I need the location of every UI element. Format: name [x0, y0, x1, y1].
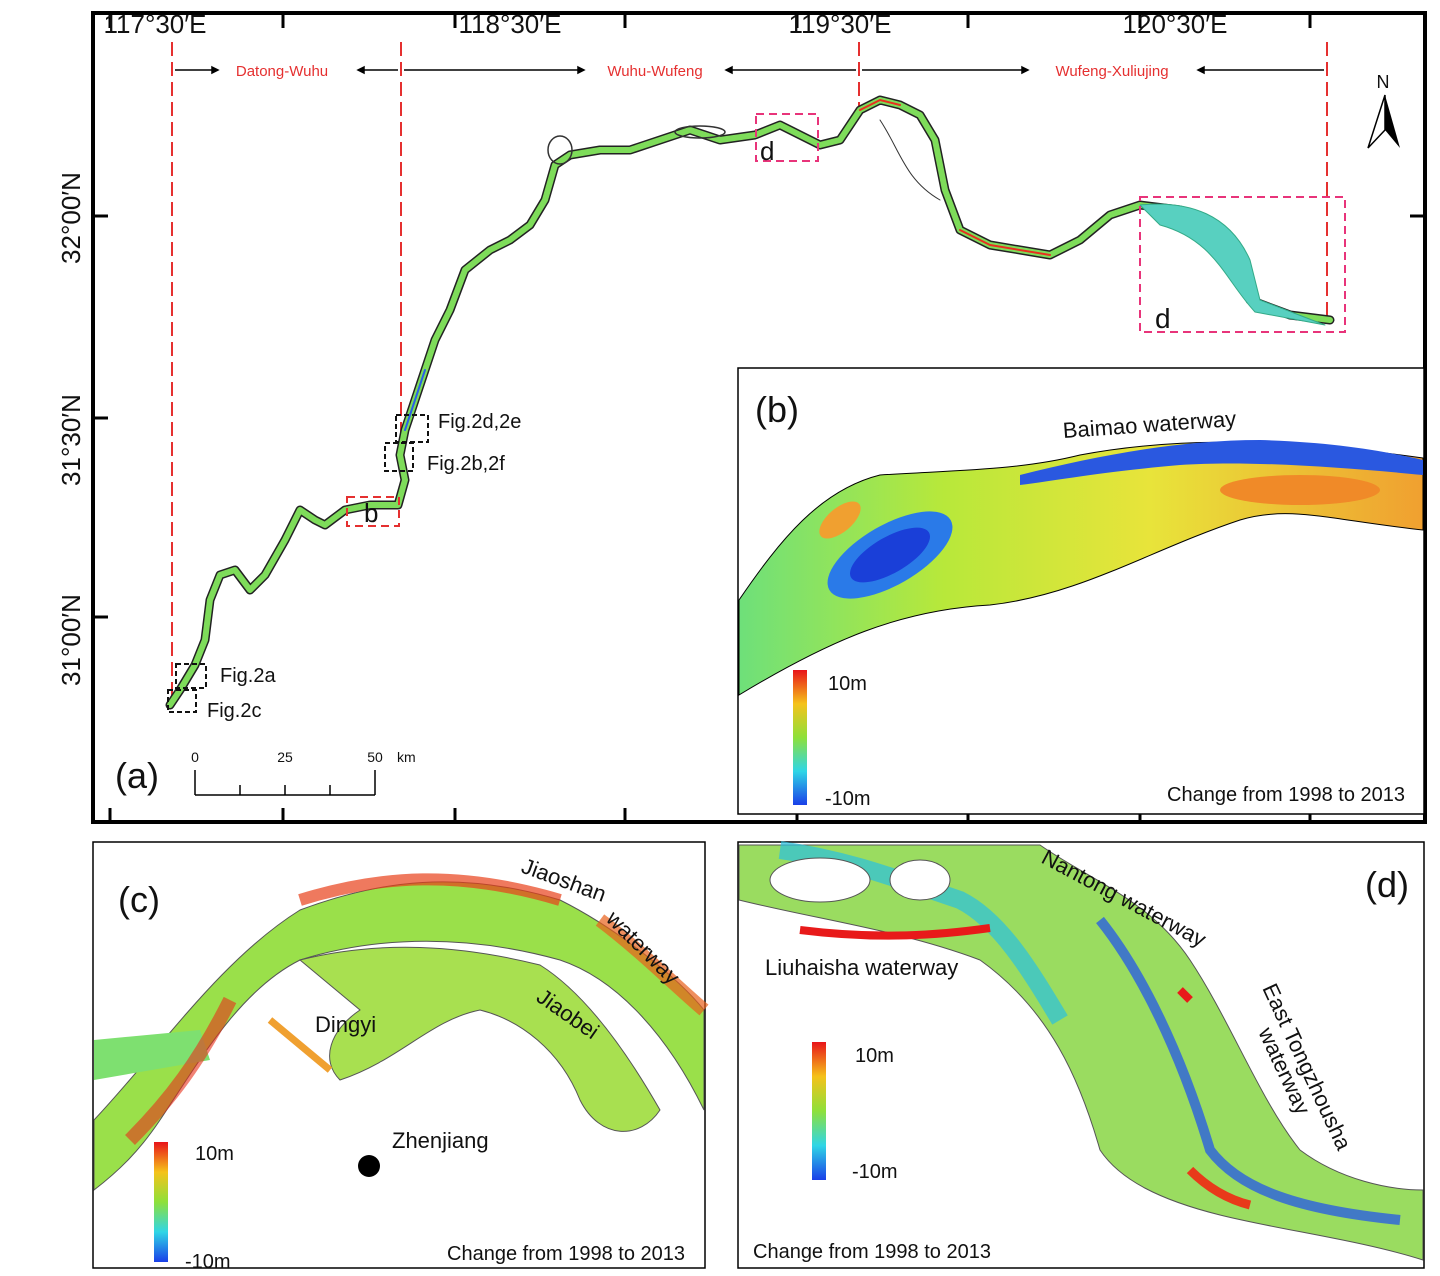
lat-label: 31°00′N [56, 594, 86, 686]
north-arrow-icon [1367, 94, 1400, 149]
figure-ref: Fig.2a [220, 665, 276, 687]
legend-min: -10m [852, 1161, 898, 1183]
legend-max: 10m [195, 1143, 234, 1165]
colorbar [812, 1042, 826, 1180]
river [165, 95, 1335, 710]
panel-d: Nantong waterway Liuhaisha waterway East… [737, 841, 1425, 1269]
figure-ref: Fig.2d,2e [438, 411, 521, 433]
lon-label: 120°30′E [1123, 9, 1228, 39]
scale-tick: 50 [367, 749, 383, 765]
lon-label: 118°30′E [459, 9, 562, 39]
panel-a: 117°30′E 118°30′E 119°30′E 120°30′E 32°0… [56, 9, 1427, 824]
legend-max: 10m [855, 1045, 894, 1067]
figure-ref: Fig.2b,2f [427, 453, 505, 475]
reach-label: Wuhu-Wufeng [607, 63, 702, 80]
lat-label: 32°00′N [56, 172, 86, 264]
scale-tick: 25 [277, 749, 293, 765]
inset-box-label: b [364, 498, 378, 528]
scale-tick: 0 [191, 749, 199, 765]
lon-label: 117°30′E [104, 9, 207, 39]
colorbar [793, 670, 807, 805]
lon-label: 119°30′E [789, 9, 892, 39]
inset-box-label: d [760, 136, 774, 166]
place-label: Zhenjiang [392, 1128, 489, 1153]
scale-bar [194, 770, 376, 796]
legend-max: 10m [828, 673, 867, 695]
caption: Change from 1998 to 2013 [753, 1241, 991, 1263]
reach-label: Wufeng-Xuliujing [1055, 63, 1168, 80]
reach-arrows [175, 65, 1324, 75]
caption: Change from 1998 to 2013 [447, 1243, 685, 1265]
north-label: N [1377, 72, 1390, 92]
city-marker [358, 1155, 380, 1177]
place-label: Liuhaisha waterway [765, 955, 958, 980]
figure-ref: Fig.2c [207, 700, 261, 722]
panel-label: (a) [115, 755, 159, 796]
reach-label: Datong-Wuhu [236, 63, 328, 80]
figure-ref-boxes [167, 414, 429, 713]
place-label: Dingyi [315, 1012, 376, 1037]
caption: Change from 1998 to 2013 [1167, 784, 1405, 806]
panel-label: (c) [118, 879, 160, 920]
lat-label: 31°30′N [56, 394, 86, 486]
panel-b: Baimao waterway (b) 10m -10m Change from… [737, 367, 1425, 815]
inset-box-label: d [1155, 303, 1171, 334]
inset-boxes [346, 113, 1346, 527]
panel-label: (d) [1365, 864, 1409, 905]
legend-min: -10m [185, 1251, 231, 1273]
colorbar [154, 1142, 168, 1262]
panel-label: (b) [755, 389, 799, 430]
panel-c: Jiaoshan waterway Dingyi Jiaobei Zhenjia… [92, 841, 709, 1273]
scale-unit: km [397, 749, 416, 765]
legend-min: -10m [825, 788, 871, 810]
